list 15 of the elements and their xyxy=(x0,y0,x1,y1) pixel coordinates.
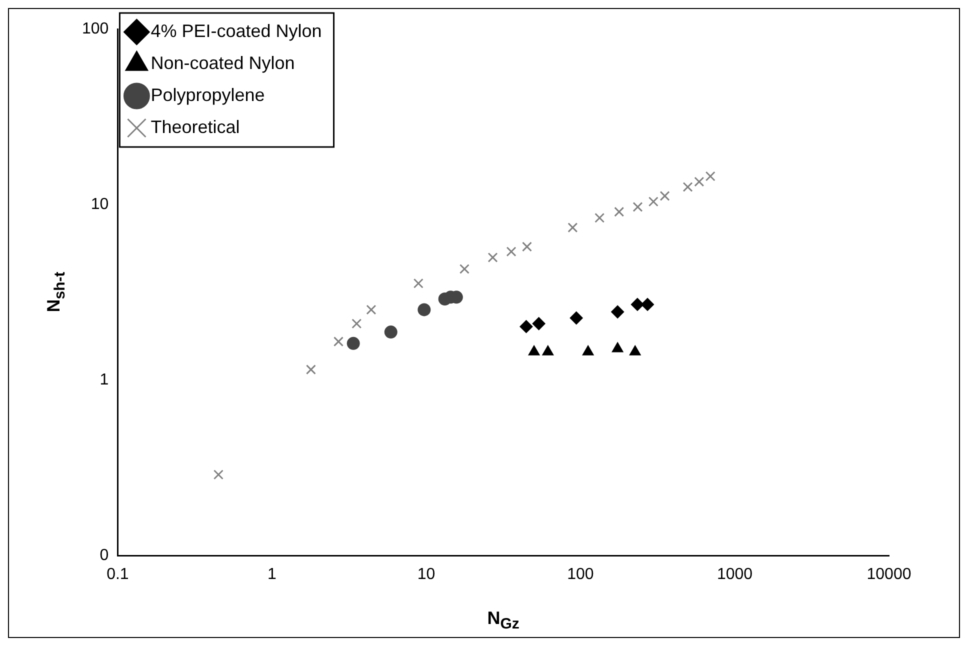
y-tick-label: 100 xyxy=(82,20,109,38)
x-tick-label: 100 xyxy=(567,566,594,583)
x-tick-label: 1 xyxy=(268,566,277,583)
legend-label: Non-coated Nylon xyxy=(150,52,295,73)
y-tick-label: 10 xyxy=(90,196,109,214)
x-tick-label: 0.1 xyxy=(106,566,129,583)
y-tick-label: 1 xyxy=(100,372,109,389)
legend-label: 4% PEI-coated Nylon xyxy=(150,20,322,41)
x-axis-title: N$_{Gz}$ xyxy=(487,608,520,632)
x-tick-label: 10 xyxy=(417,566,436,583)
legend-label: Polypropylene xyxy=(150,84,265,105)
legend-label: Theoretical xyxy=(150,116,240,137)
x-tick-label: 10000 xyxy=(866,566,912,583)
x-tick-label: 1000 xyxy=(716,566,753,583)
y-tick-label: 0 xyxy=(100,547,109,564)
